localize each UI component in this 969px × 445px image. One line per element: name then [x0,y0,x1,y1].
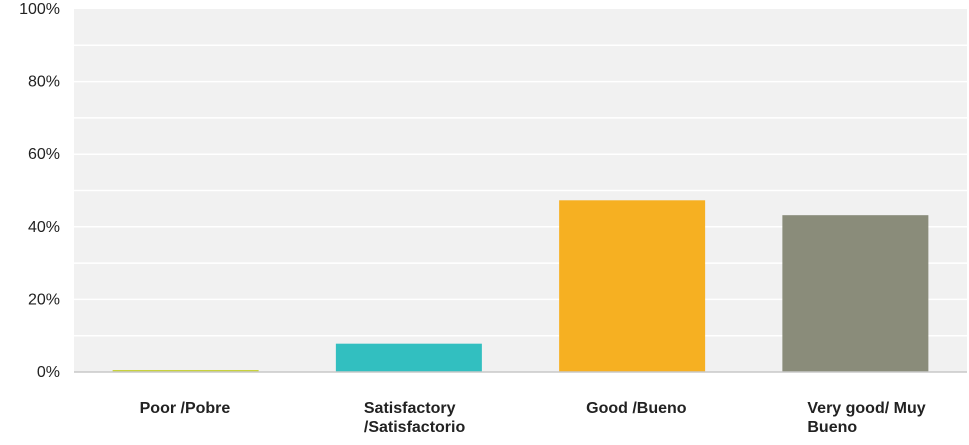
bars [112,200,929,372]
y-axis-tick-labels: 0% 20% 40% 60% 80% 100% [19,1,60,381]
y-tick-label: 20% [28,291,60,308]
y-tick-label: 40% [28,219,60,236]
x-tick-label: Satisfactory/Satisfactorio [364,400,466,436]
y-tick-label: 100% [19,1,60,18]
y-tick-label: 80% [28,74,60,91]
x-tick-label: Very good/ Muy Bueno [807,400,925,436]
bar [112,370,259,372]
y-tick-label: 0% [37,364,60,381]
x-axis-tick-labels: Poor /Pobre Satisfactory/Satisfactorio Goo… [140,400,926,436]
bar [335,343,482,372]
bar [782,215,929,372]
bar [559,200,706,372]
x-tick-label: Poor /Pobre [140,400,231,417]
x-tick-label: Good /Bueno [586,400,687,417]
gridlines [74,44,967,337]
y-tick-label: 60% [28,146,60,163]
